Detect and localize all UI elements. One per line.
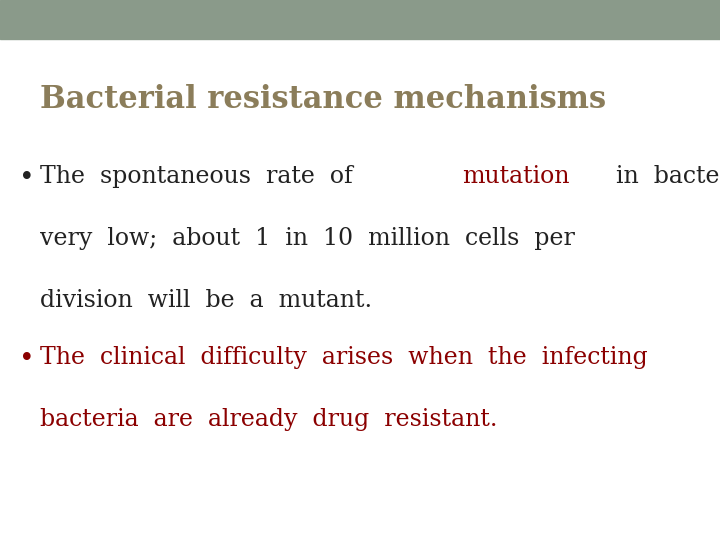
Text: Bacterial resistance mechanisms: Bacterial resistance mechanisms (40, 84, 606, 114)
Text: in  bacteria  is: in bacteria is (601, 165, 720, 188)
Text: bacteria  are  already  drug  resistant.: bacteria are already drug resistant. (40, 408, 497, 431)
Text: •: • (19, 346, 35, 370)
Text: very  low;  about  1  in  10  million  cells  per: very low; about 1 in 10 million cells pe… (40, 227, 575, 250)
Bar (0, 0, 720, 39)
Text: The  clinical  difficulty  arises  when  the  infecting: The clinical difficulty arises when the … (40, 346, 647, 369)
Text: •: • (19, 165, 35, 190)
Text: The  spontaneous  rate  of: The spontaneous rate of (40, 165, 367, 188)
Text: mutation: mutation (462, 165, 570, 188)
Text: division  will  be  a  mutant.: division will be a mutant. (40, 289, 372, 312)
